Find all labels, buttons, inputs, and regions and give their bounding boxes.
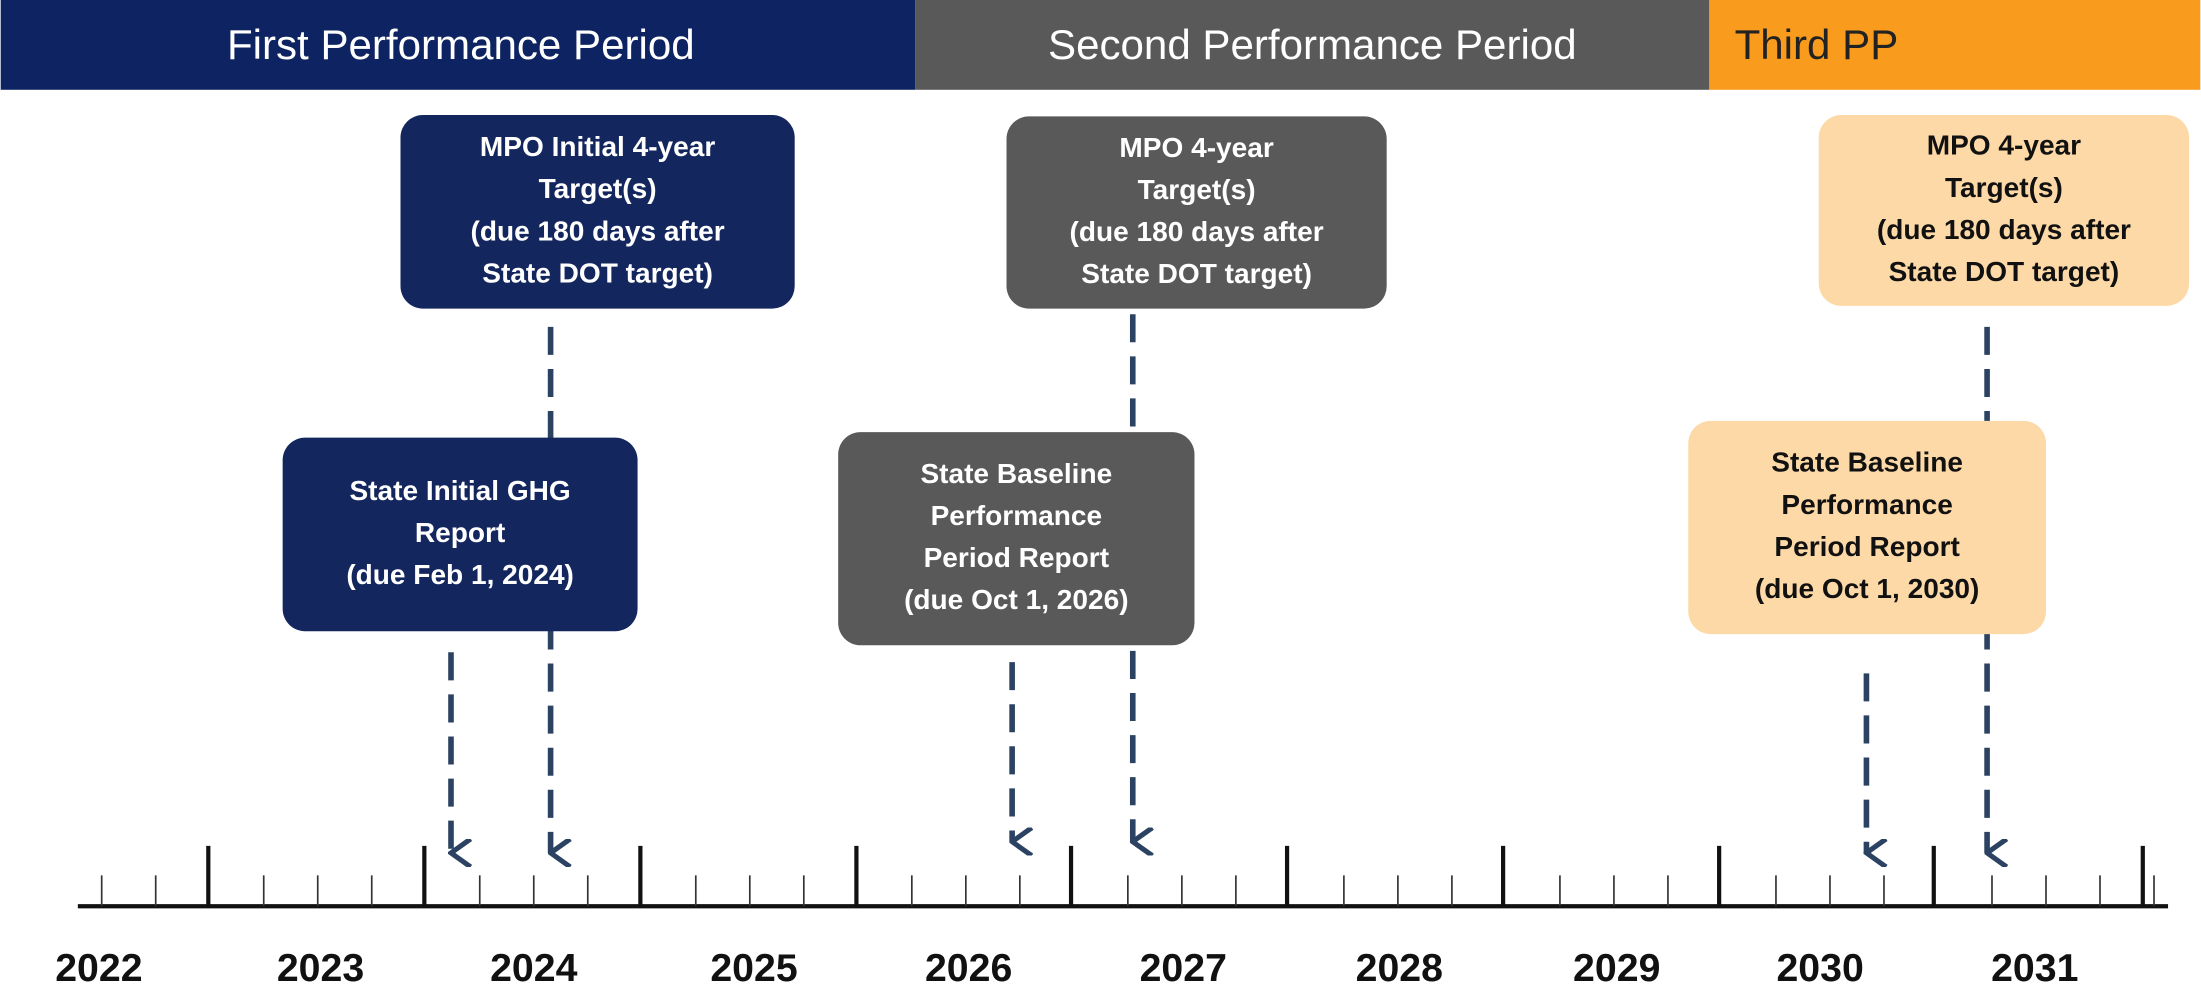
year-label: 2025 (710, 946, 797, 990)
milestone-text: (due 180 days after (1877, 214, 2131, 245)
milestone-text: (due 180 days after (471, 215, 725, 246)
year-label: 2024 (490, 946, 578, 990)
period-bar (1709, 0, 2201, 90)
milestone-box (400, 115, 795, 309)
milestone-text: Target(s) (539, 173, 657, 204)
year-label: 2029 (1573, 946, 1660, 990)
period-bar (915, 0, 1710, 90)
milestone-box (1006, 116, 1387, 309)
milestone-text: State Baseline (920, 458, 1112, 489)
milestone-text: Period Report (924, 542, 1109, 573)
milestone-text: Period Report (1774, 531, 1959, 562)
milestone-text: MPO 4-year (1927, 130, 2081, 161)
milestone-text: MPO 4-year (1119, 132, 1273, 163)
milestone-box (1688, 420, 2046, 635)
milestone-text: State Initial GHG (349, 475, 570, 506)
year-label: 2026 (925, 946, 1012, 990)
milestone-box (1818, 115, 2190, 306)
year-label: 2030 (1776, 946, 1863, 990)
period-label: First Performance Period (227, 21, 695, 68)
milestone-text: State DOT target) (1081, 258, 1312, 289)
milestone-text: (due 180 days after (1070, 216, 1324, 247)
year-label: 2031 (1991, 946, 2078, 990)
milestone-text: State Baseline (1771, 447, 1963, 478)
milestone-text: (due Oct 1, 2030) (1755, 573, 1979, 604)
milestone-text: State DOT target) (1889, 256, 2120, 287)
milestone-box (282, 437, 638, 632)
milestone-text: (due Oct 1, 2026) (904, 584, 1128, 615)
year-label: 2023 (277, 946, 364, 990)
period-label: Second Performance Period (1048, 21, 1577, 68)
milestone-text: Report (415, 517, 505, 548)
milestone-text: MPO Initial 4-year (480, 131, 715, 162)
period-label: Third PP (1735, 21, 1899, 68)
milestone-text: Target(s) (1945, 172, 2063, 203)
milestone-text: Performance (931, 500, 1102, 531)
milestone-box (838, 432, 1195, 646)
milestone-text: State DOT target) (482, 257, 713, 288)
milestone-text: (due Feb 1, 2024) (346, 559, 574, 590)
milestone-text: Target(s) (1138, 174, 1256, 205)
year-label: 2028 (1356, 946, 1443, 990)
year-label: 2022 (55, 946, 142, 990)
year-label: 2027 (1140, 946, 1227, 990)
milestone-text: Performance (1781, 489, 1952, 520)
period-bar (0, 0, 916, 90)
